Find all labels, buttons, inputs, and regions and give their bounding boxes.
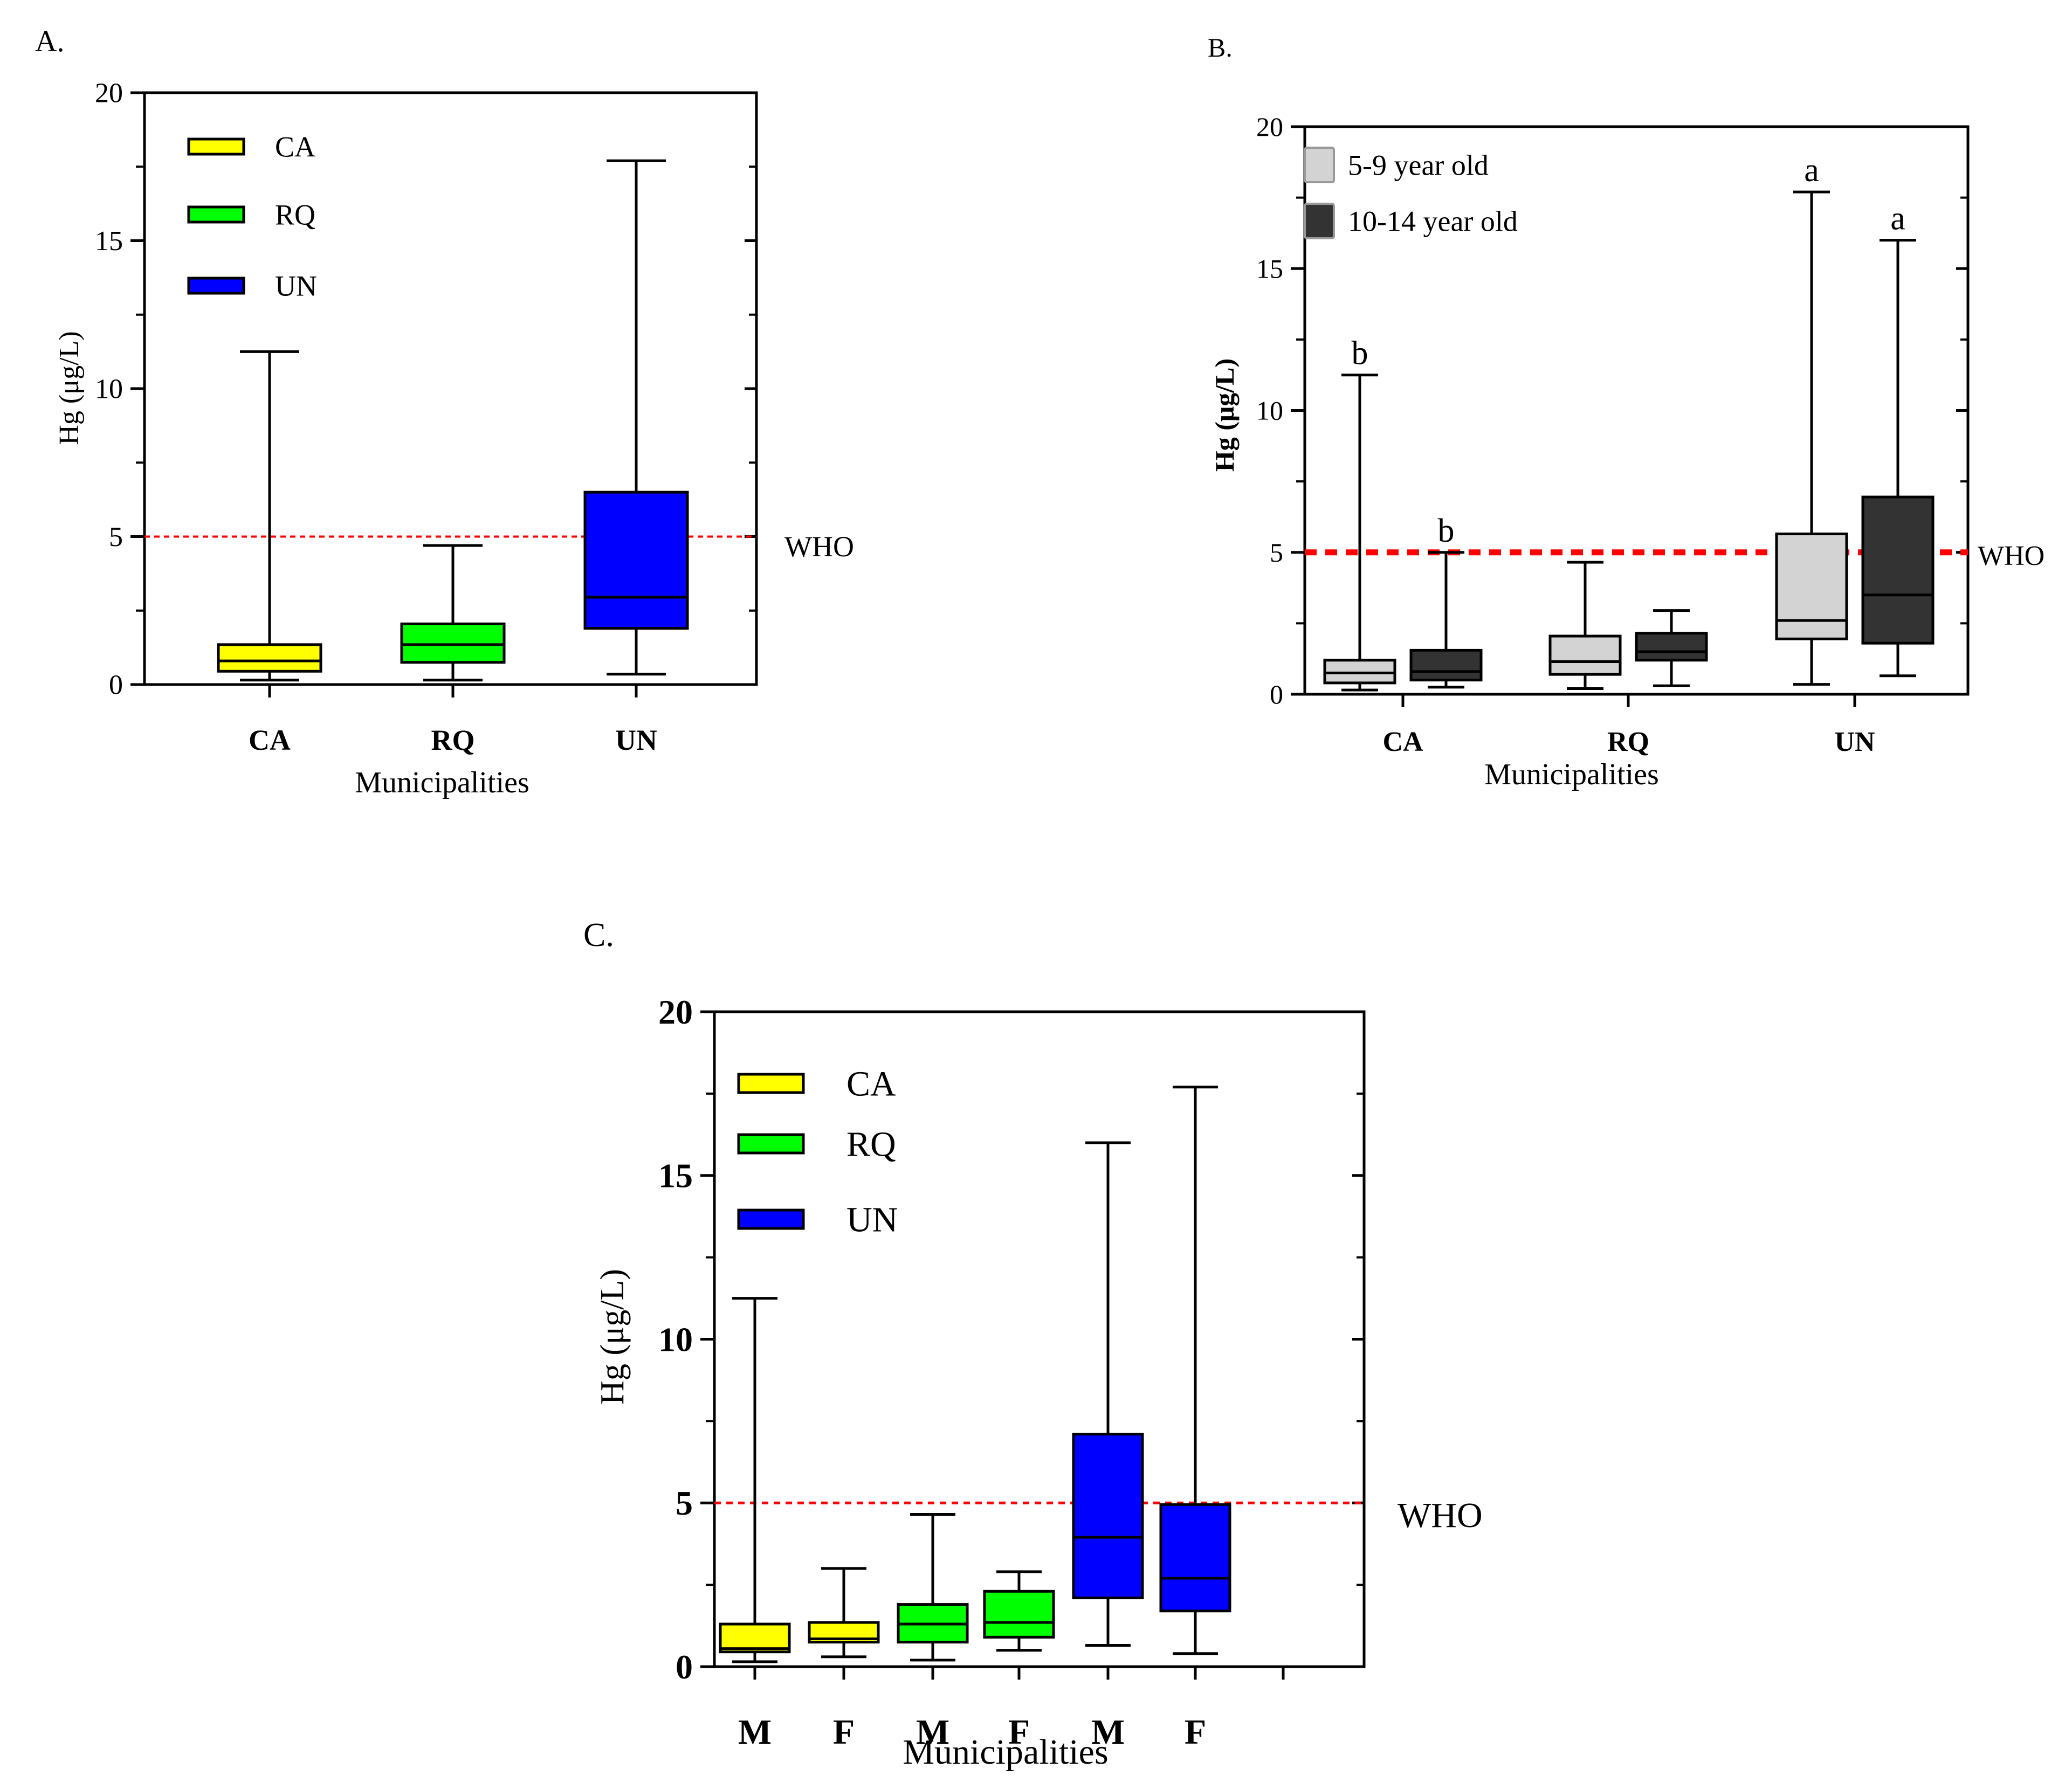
- y-tick-label: 20: [1256, 112, 1283, 142]
- iqr-box: [1635, 632, 1708, 662]
- box-ca-1: [808, 1567, 880, 1659]
- box-un-4: [1072, 1141, 1144, 1647]
- iqr-box: [1775, 533, 1848, 640]
- iqr-box: [1409, 648, 1483, 682]
- y-tick-label: 15: [95, 226, 123, 257]
- x-tick-label: RQ: [1607, 727, 1649, 757]
- x-tick-label: M: [738, 1712, 772, 1752]
- iqr-box: [400, 622, 506, 664]
- legend-swatch: [187, 277, 245, 295]
- x-tick-label: CA: [249, 724, 291, 756]
- panel-label: A.: [35, 25, 64, 58]
- legend-label: UN: [275, 270, 317, 302]
- box-un-2: [583, 159, 689, 676]
- y-tick-label: 5: [676, 1484, 693, 1522]
- y-tick-label: 10: [1256, 396, 1283, 426]
- legend-swatch: [737, 1133, 805, 1155]
- box-ca-0: [217, 350, 322, 682]
- significance-letter: a: [1804, 152, 1819, 189]
- legend-swatch: [1304, 203, 1335, 239]
- significance-letter: b: [1438, 513, 1455, 549]
- box-ca-younger-0: b: [1323, 335, 1396, 692]
- y-tick-label: 0: [109, 670, 123, 701]
- x-tick-label: UN: [615, 724, 657, 756]
- y-tick-label: 20: [658, 993, 693, 1031]
- y-tick-label: 0: [676, 1648, 693, 1686]
- y-axis-label: Hg (μg/L): [594, 1269, 631, 1405]
- box-ca-older-1: b: [1409, 513, 1483, 689]
- panel-label: B.: [1208, 32, 1233, 63]
- who-label: WHO: [1398, 1496, 1483, 1535]
- box-un-5: [1159, 1086, 1231, 1655]
- panel-b: B. 0 5 10 15 20 Hg (μg/L) Municipalities CA RQ UN W…: [1208, 32, 2045, 791]
- legend-label: CA: [275, 130, 315, 163]
- y-tick-label: 15: [658, 1157, 693, 1195]
- box-rq-1: [400, 544, 506, 682]
- box-rq-3: [983, 1570, 1055, 1652]
- legend-label: UN: [846, 1200, 898, 1239]
- x-tick-label: RQ: [431, 724, 475, 756]
- legend-swatch: [1304, 147, 1335, 183]
- plot-frame: [713, 1010, 1366, 1668]
- y-tick-label: 15: [1256, 253, 1283, 284]
- legend-swatch: [187, 137, 245, 156]
- box-un-younger-4: a: [1775, 152, 1848, 686]
- iqr-box: [1548, 634, 1622, 676]
- legend-swatch: [737, 1073, 805, 1094]
- legend-label: CA: [846, 1064, 896, 1103]
- y-tick-label: 10: [658, 1320, 693, 1358]
- y-tick-label: 10: [95, 374, 123, 405]
- significance-letter: b: [1352, 335, 1368, 372]
- iqr-box: [983, 1590, 1055, 1639]
- significance-letter: a: [1890, 201, 1905, 237]
- x-axis-label: Municipalities: [355, 766, 529, 799]
- box-ca-0: [719, 1297, 791, 1663]
- iqr-box: [1323, 659, 1396, 685]
- legend-label: RQ: [846, 1124, 896, 1164]
- iqr-box: [1159, 1503, 1231, 1613]
- y-tick-label: 5: [1270, 537, 1283, 568]
- x-axis-label: Municipalities: [1484, 758, 1659, 791]
- iqr-box: [1072, 1433, 1144, 1599]
- legend: 5-9 year old 10-14 year old: [1304, 147, 1518, 239]
- box-un-older-5: a: [1861, 201, 1935, 678]
- legend-label: RQ: [275, 198, 315, 231]
- x-tick-label: F: [1008, 1712, 1030, 1752]
- panel-label: C.: [583, 917, 614, 954]
- legend: CA RQ UN: [187, 130, 317, 302]
- x-tick-label: F: [1185, 1712, 1206, 1752]
- who-label: WHO: [784, 530, 854, 563]
- y-tick-label: 20: [95, 78, 123, 109]
- who-label: WHO: [1978, 541, 2045, 571]
- legend: CA RQ UN: [737, 1064, 898, 1239]
- box-rq-older-3: [1635, 609, 1708, 687]
- iqr-box: [719, 1622, 791, 1654]
- legend-label: 5-9 year old: [1348, 149, 1489, 181]
- x-tick-label: F: [833, 1712, 855, 1752]
- y-axis-label: Hg (μg/L): [1209, 358, 1240, 472]
- x-tick-label: M: [1091, 1712, 1125, 1752]
- x-tick-label: UN: [1834, 727, 1875, 757]
- box-rq-2: [897, 1513, 969, 1662]
- x-tick-label: CA: [1382, 727, 1423, 757]
- box-rq-younger-2: [1548, 561, 1622, 690]
- iqr-box: [583, 491, 689, 630]
- y-tick-label: 0: [1270, 679, 1283, 709]
- legend-label: 10-14 year old: [1348, 205, 1518, 237]
- y-axis-label: Hg (μg/L): [54, 331, 85, 445]
- iqr-box: [1861, 495, 1935, 645]
- y-tick-label: 5: [109, 522, 123, 552]
- panel-a: A. 0 5 10 15 20 Hg (μg/L) Municipalities CA RQ UN W…: [35, 25, 854, 799]
- iqr-box: [217, 643, 322, 673]
- x-tick-label: M: [916, 1712, 949, 1752]
- legend-swatch: [737, 1208, 805, 1230]
- legend-swatch: [187, 205, 245, 224]
- x-axis-label: Municipalities: [903, 1732, 1108, 1772]
